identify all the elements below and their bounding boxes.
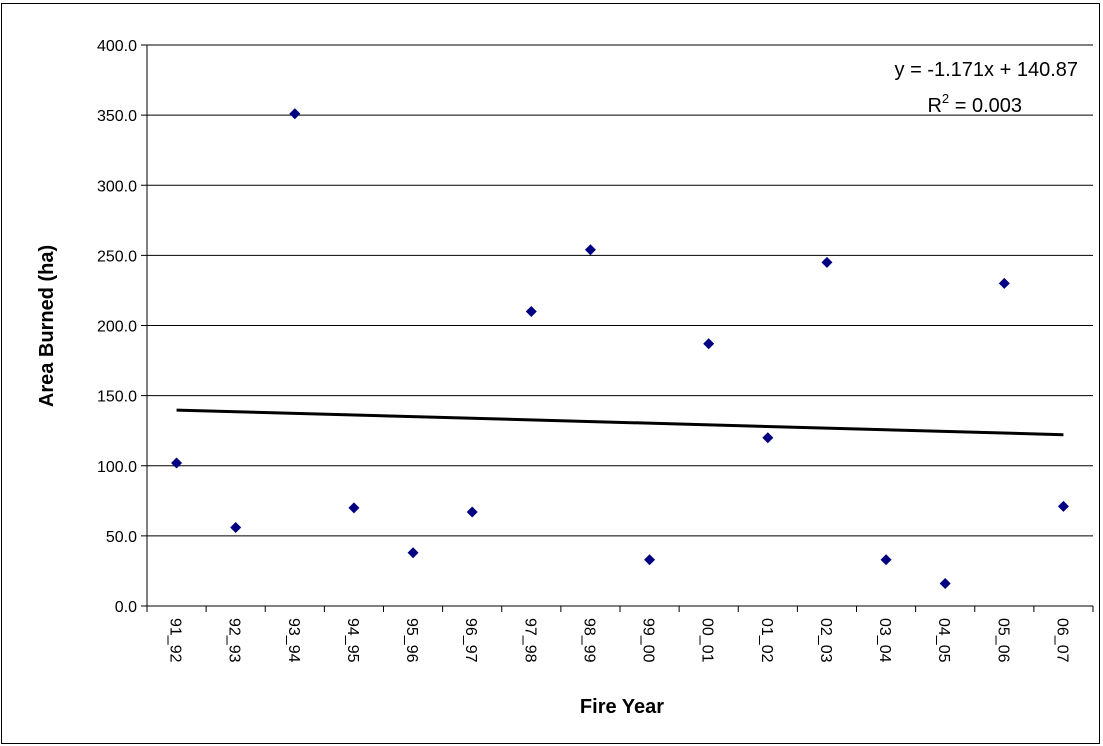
x-tick-label: 01_02 bbox=[758, 618, 775, 663]
x-tick-label: 95_96 bbox=[403, 618, 420, 663]
y-tick-label: 200.0 bbox=[97, 319, 137, 336]
x-tick-label: 02_03 bbox=[817, 618, 834, 663]
data-point-diamond bbox=[466, 506, 478, 518]
x-tick-label: 97_98 bbox=[521, 618, 538, 663]
y-tick-labels: 0.0 50.0 100.0 150.0 200.0 250.0 300.0 350.0 400… bbox=[97, 38, 137, 616]
data-point-diamond bbox=[348, 502, 360, 514]
trendline-layer bbox=[176, 408, 1064, 437]
r-squared-superscript: 2 bbox=[942, 91, 949, 106]
x-tick-label: 06_07 bbox=[1053, 618, 1070, 663]
x-tick-label: 98_99 bbox=[580, 618, 597, 663]
data-point-diamond bbox=[762, 432, 774, 444]
data-points bbox=[171, 108, 1069, 590]
data-point-diamond bbox=[407, 547, 419, 559]
r-squared-value: = 0.003 bbox=[949, 95, 1022, 117]
y-tick-label: 350.0 bbox=[97, 108, 137, 125]
y-tick-label: 250.0 bbox=[97, 248, 137, 265]
x-tick-label: 04_05 bbox=[935, 618, 952, 663]
data-point-diamond bbox=[525, 305, 537, 317]
gridlines bbox=[147, 44, 1093, 537]
r-squared-label: R2 = 0.003 bbox=[927, 91, 1022, 117]
x-axis-title: Fire Year bbox=[580, 696, 664, 718]
data-point-diamond bbox=[939, 578, 951, 590]
x-tick-label: 93_94 bbox=[285, 618, 302, 663]
data-point-diamond bbox=[230, 521, 242, 533]
data-point-diamond bbox=[821, 256, 833, 268]
data-point-diamond bbox=[703, 338, 715, 350]
y-tick-label: 400.0 bbox=[97, 38, 137, 55]
y-tick-label: 100.0 bbox=[97, 459, 137, 476]
trendline-equation: y = -1.171x + 140.87 bbox=[895, 59, 1078, 81]
y-tick-label: 50.0 bbox=[106, 529, 137, 546]
y-tick-label: 150.0 bbox=[97, 389, 137, 406]
x-tick-labels: 91_92 92_93 93_94 94_95 95_96 96_97 97_98 98_99… bbox=[167, 618, 1071, 663]
data-point-diamond bbox=[644, 554, 656, 566]
chart-frame bbox=[1, 3, 1100, 744]
y-tick-label: 300.0 bbox=[97, 178, 137, 195]
x-tick-label: 00_01 bbox=[699, 618, 716, 663]
data-point-diamond bbox=[880, 554, 892, 566]
data-point-diamond bbox=[584, 244, 596, 256]
r-squared-prefix: R bbox=[927, 95, 941, 117]
data-point-diamond bbox=[171, 457, 183, 469]
y-axis-title: Area Burned (ha) bbox=[36, 245, 58, 407]
x-tick-label: 92_93 bbox=[226, 618, 243, 663]
data-point-diamond bbox=[1057, 500, 1069, 512]
x-tick-label: 94_95 bbox=[344, 618, 361, 663]
x-tick-label: 05_06 bbox=[994, 618, 1011, 663]
trendline bbox=[176, 408, 1064, 437]
data-point-diamond bbox=[998, 277, 1010, 289]
data-point-diamond bbox=[289, 108, 301, 120]
x-tick-label: 91_92 bbox=[167, 618, 184, 663]
x-tick-label: 99_00 bbox=[640, 618, 657, 663]
axes bbox=[141, 44, 1094, 612]
y-tick-label: 0.0 bbox=[115, 599, 137, 616]
x-tick-label: 96_97 bbox=[462, 618, 479, 663]
x-tick-label: 03_04 bbox=[876, 618, 893, 663]
